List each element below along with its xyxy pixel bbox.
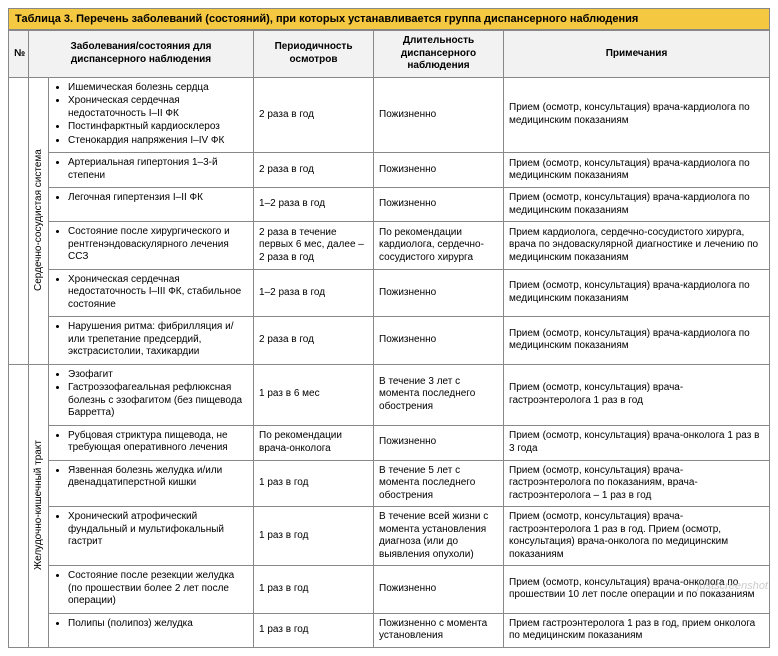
period-cell: 2 раза в течение первых 6 мес, далее – 2… [254,222,374,270]
notes-cell: Прием (осмотр, консультация) врача-гастр… [504,460,770,507]
notes-cell: Прием гастроэнтеролога 1 раз в год, прие… [504,613,770,647]
disease-item: Хроническая сердечная недостаточность I–… [68,274,248,312]
col-cat-header: Заболевания/состояния для диспансерного … [29,31,254,78]
disease-cell: Состояние после хирургического и рентген… [49,222,254,270]
col-period-header: Периодичность осмотров [254,31,374,78]
notes-cell: Прием (осмотр, консультация) врача-карди… [504,269,770,317]
disease-cell: Язвенная болезнь желудка и/или двенадцат… [49,460,254,507]
disease-item: Артериальная гипертония 1–3-й степени [68,157,248,182]
row-number [9,77,29,364]
period-cell: 2 раза в год [254,153,374,188]
disease-item: Ишемическая болезнь сердца [68,82,248,95]
table-row: Язвенная болезнь желудка и/или двенадцат… [9,460,770,507]
table-row: Нарушения ритма: фибрилляция и/или трепе… [9,317,770,365]
disease-cell: Хроническая сердечная недостаточность I–… [49,269,254,317]
category-label: Желудочно-кишечный тракт [29,364,49,647]
period-cell: 1–2 раза в год [254,188,374,222]
duration-cell: В течение 5 лет с момента последнего обо… [374,460,504,507]
table-row: Артериальная гипертония 1–3-й степени2 р… [9,153,770,188]
disease-cell: Рубцовая стриктура пищевода, не требующа… [49,425,254,460]
disease-item: Язвенная болезнь желудка и/или двенадцат… [68,465,248,490]
disease-item: Нарушения ритма: фибрилляция и/или трепе… [68,321,248,359]
disease-cell: Нарушения ритма: фибрилляция и/или трепе… [49,317,254,365]
period-cell: 1 раз в год [254,507,374,566]
row-number [9,364,29,647]
disease-cell: Хронический атрофический фундальный и му… [49,507,254,566]
disease-cell: Легочная гипертензия I–II ФК [49,188,254,222]
table-row: Легочная гипертензия I–II ФК 1–2 раза в г… [9,188,770,222]
table-row: Полипы (полипоз) желудка 1 раз в годПожиз… [9,613,770,647]
duration-cell: Пожизненно [374,566,504,614]
medical-table: № Заболевания/состояния для диспансерног… [8,30,770,648]
duration-cell: Пожизненно [374,425,504,460]
watermark: justscreenshot [697,580,768,592]
duration-cell: В течение всей жизни с момента установле… [374,507,504,566]
disease-item: Хронический атрофический фундальный и му… [68,511,248,549]
notes-cell: Прием кардиолога, сердечно-сосудистого х… [504,222,770,270]
period-cell: 2 раза в год [254,317,374,365]
header-row: № Заболевания/состояния для диспансерног… [9,31,770,78]
duration-cell: Пожизненно [374,77,504,153]
col-duration-header: Длительность диспансерного наблюдения [374,31,504,78]
notes-cell: Прием (осмотр, консультация) врача-гастр… [504,364,770,425]
table-row: Желудочно-кишечный трактЭзофагитГастроэз… [9,364,770,425]
duration-cell: Пожизненно [374,153,504,188]
notes-cell: Прием (осмотр, консультация) врача-онкол… [504,425,770,460]
duration-cell: По рекомендации кардиолога, сердечно-сос… [374,222,504,270]
disease-cell: Ишемическая болезнь сердцаХроническая се… [49,77,254,153]
period-cell: По рекомендации врача-онколога [254,425,374,460]
period-cell: 1–2 раза в год [254,269,374,317]
period-cell: 2 раза в год [254,77,374,153]
period-cell: 1 раз в год [254,460,374,507]
table-row: Рубцовая стриктура пищевода, не требующа… [9,425,770,460]
table-row: Хронический атрофический фундальный и му… [9,507,770,566]
col-num-header: № [9,31,29,78]
disease-cell: Полипы (полипоз) желудка [49,613,254,647]
period-cell: 1 раз в 6 мес [254,364,374,425]
disease-item: Рубцовая стриктура пищевода, не требующа… [68,430,248,455]
notes-cell: Прием (осмотр, консультация) врача-карди… [504,153,770,188]
disease-item: Легочная гипертензия I–II ФК [68,192,248,205]
table-row: Состояние после хирургического и рентген… [9,222,770,270]
disease-cell: ЭзофагитГастроэзофагеальная рефлюксная б… [49,364,254,425]
notes-cell: Прием (осмотр, консультация) врача-гастр… [504,507,770,566]
duration-cell: Пожизненно [374,317,504,365]
disease-item: Хроническая сердечная недостаточность I–… [68,95,248,120]
notes-cell: Прием (осмотр, консультация) врача-карди… [504,77,770,153]
table-row: Состояние после резекции желудка (по про… [9,566,770,614]
disease-item: Эзофагит [68,369,248,382]
category-label: Сердечно-сосудистая система [29,77,49,364]
disease-item: Состояние после хирургического и рентген… [68,226,248,264]
disease-item: Постинфарктный кардиосклероз [68,121,248,134]
notes-cell: Прием (осмотр, консультация) врача-карди… [504,188,770,222]
col-notes-header: Примечания [504,31,770,78]
table-title: Таблица 3. Перечень заболеваний (состоян… [8,8,770,30]
disease-item: Гастроэзофагеальная рефлюксная болезнь с… [68,382,248,420]
duration-cell: Пожизненно с момента установления [374,613,504,647]
period-cell: 1 раз в год [254,613,374,647]
duration-cell: В течение 3 лет с момента последнего обо… [374,364,504,425]
duration-cell: Пожизненно [374,188,504,222]
disease-item: Полипы (полипоз) желудка [68,618,248,631]
disease-item: Состояние после резекции желудка (по про… [68,570,248,608]
duration-cell: Пожизненно [374,269,504,317]
disease-item: Стенокардия напряжения I–IV ФК [68,135,248,148]
disease-cell: Артериальная гипертония 1–3-й степени [49,153,254,188]
disease-cell: Состояние после резекции желудка (по про… [49,566,254,614]
period-cell: 1 раз в год [254,566,374,614]
table-row: Хроническая сердечная недостаточность I–… [9,269,770,317]
notes-cell: Прием (осмотр, консультация) врача-карди… [504,317,770,365]
table-row: Сердечно-сосудистая системаИшемическая б… [9,77,770,153]
